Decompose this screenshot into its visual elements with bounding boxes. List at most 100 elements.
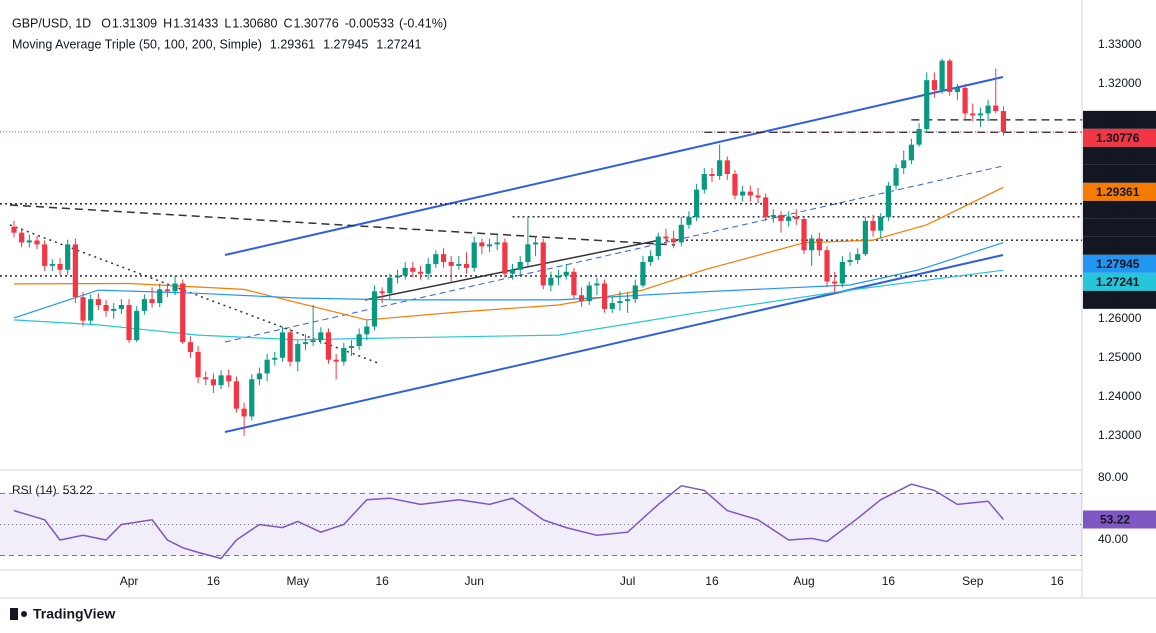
candle-body <box>985 105 991 114</box>
candle-body <box>763 197 769 218</box>
candle-body <box>678 224 684 243</box>
candle-body <box>740 191 746 196</box>
candle-body <box>962 87 968 114</box>
candle-body <box>555 275 562 278</box>
channel-mid <box>224 165 1004 343</box>
candle-body <box>594 283 600 286</box>
candle-body <box>578 295 585 302</box>
price-tag-label: 1.30776 <box>1096 131 1140 145</box>
candle-body <box>118 304 124 309</box>
candle-body <box>448 261 454 266</box>
candle-body <box>341 348 347 362</box>
candle-body <box>371 291 378 327</box>
candle-body <box>870 220 876 231</box>
candle-body <box>509 269 516 274</box>
candle-body <box>34 240 40 245</box>
candle-body <box>126 304 132 341</box>
y-tick-label: 1.24000 <box>1098 389 1142 403</box>
candle-body <box>732 174 738 196</box>
x-tick-label: 16 <box>375 574 389 588</box>
candle-body <box>908 144 914 161</box>
change-pct: (-0.41%) <box>399 16 447 30</box>
candle-body <box>226 375 232 382</box>
trend-lines <box>9 76 1004 433</box>
ohlc-key: L <box>224 16 231 30</box>
candle-body <box>801 218 807 251</box>
candle-body <box>885 185 891 218</box>
candle-body <box>417 271 424 274</box>
candle-body <box>778 215 784 221</box>
resistance-line <box>9 204 676 246</box>
candle-body <box>272 357 278 360</box>
candle-body <box>977 113 984 116</box>
candle-body <box>302 342 309 345</box>
candle-body <box>318 332 324 341</box>
candle-body <box>1000 111 1007 132</box>
x-tick-label: 16 <box>207 574 221 588</box>
candle-body <box>49 263 55 266</box>
candle-body <box>348 346 355 349</box>
candle-body <box>694 189 700 218</box>
candle-body <box>816 238 822 251</box>
price-tag <box>1083 164 1156 183</box>
candle-body <box>901 160 907 169</box>
candle-body <box>931 80 937 90</box>
logo-mark <box>21 611 27 617</box>
price-tag <box>1083 200 1156 219</box>
ohlc-value: 1.30776 <box>294 16 339 30</box>
candle-body <box>440 254 447 262</box>
price-tag <box>1083 272 1156 291</box>
ma-value: 1.29361 <box>270 37 315 51</box>
change: -0.00533 <box>345 16 394 30</box>
candle-body <box>425 263 431 274</box>
candle-body <box>264 359 270 374</box>
ohlc-key: O <box>101 16 111 30</box>
candle-body <box>755 195 761 198</box>
ma-value: 1.27241 <box>376 37 421 51</box>
candle-body <box>233 381 240 409</box>
candle-body <box>855 254 861 261</box>
x-tick-label: Jun <box>465 574 484 588</box>
candle-body <box>847 260 853 262</box>
candle-body <box>648 256 654 262</box>
price-tag <box>1083 128 1156 147</box>
candle-body <box>402 267 408 276</box>
y-tick-label: 1.25000 <box>1098 350 1142 364</box>
candle-body <box>671 238 677 243</box>
candle-body <box>19 232 25 243</box>
price-tag <box>1083 218 1156 237</box>
candle-body <box>655 236 661 257</box>
price-tag <box>1083 236 1156 255</box>
x-tick-label: May <box>286 574 309 588</box>
x-tick-label: 16 <box>1050 574 1064 588</box>
x-tick-label: Jul <box>620 574 635 588</box>
y-tick-label: 1.26000 <box>1098 311 1142 325</box>
candle-body <box>540 242 546 286</box>
candle-body <box>279 332 286 358</box>
candle-body <box>571 271 577 296</box>
symbol: GBP/USD, 1D <box>12 16 91 30</box>
candle-body <box>747 191 753 196</box>
candle-body <box>525 244 531 262</box>
channel-lower <box>224 254 1004 433</box>
candle-body <box>793 217 799 219</box>
candle-body <box>563 271 569 276</box>
candle-body <box>632 285 638 300</box>
candle-body <box>218 375 224 386</box>
ma-title: Moving Average Triple (50, 100, 200, Sim… <box>12 37 262 51</box>
ma-value: 1.27945 <box>323 37 368 51</box>
ohlc-key: C <box>283 16 292 30</box>
candle-body <box>164 289 170 292</box>
x-tick-label: 16 <box>705 574 719 588</box>
x-tick-label: Sep <box>962 574 984 588</box>
candle-body <box>356 334 362 347</box>
price-tag <box>1083 146 1156 165</box>
candle-body <box>410 267 416 272</box>
moving-average <box>13 242 1004 319</box>
candle-body <box>809 238 815 251</box>
candle-body <box>172 283 178 292</box>
y-tick-label: 1.23000 <box>1098 428 1142 442</box>
price-tag <box>1083 110 1156 129</box>
candle-body <box>333 359 339 362</box>
